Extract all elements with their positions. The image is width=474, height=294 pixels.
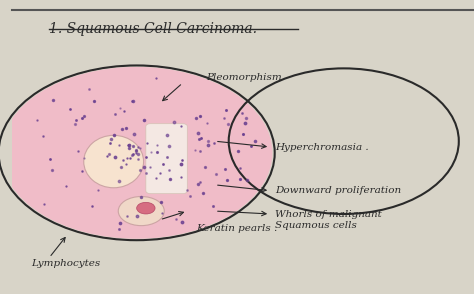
Ellipse shape (118, 196, 164, 225)
Text: Whorls of malignant
Squamous cells: Whorls of malignant Squamous cells (275, 210, 382, 230)
Text: 1. Squamous Cell Carcinoma.: 1. Squamous Cell Carcinoma. (49, 22, 257, 36)
Ellipse shape (84, 135, 144, 188)
Circle shape (137, 202, 155, 214)
Text: Keratin pearls .: Keratin pearls . (197, 224, 278, 233)
Text: Hyperchromasia .: Hyperchromasia . (275, 143, 368, 151)
FancyBboxPatch shape (146, 124, 187, 193)
Text: Downward proliferation: Downward proliferation (275, 186, 401, 195)
Circle shape (1, 67, 273, 239)
Text: Lymphocytes: Lymphocytes (31, 259, 100, 268)
Text: Pleomorphism: Pleomorphism (206, 73, 282, 82)
